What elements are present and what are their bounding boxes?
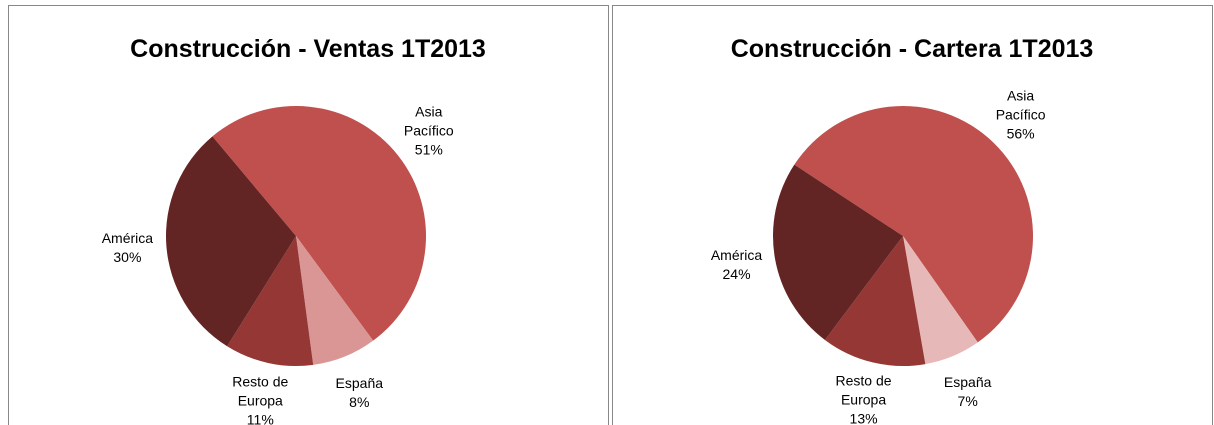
value-label: 56% bbox=[1006, 125, 1035, 142]
value-label: 11% bbox=[246, 411, 274, 425]
category-label: Asia Pacífico bbox=[403, 103, 454, 139]
pie-slice bbox=[772, 164, 903, 340]
category-label: España bbox=[335, 374, 384, 391]
value-label: 24% bbox=[722, 266, 751, 283]
category-label: América bbox=[710, 247, 763, 264]
value-label: 30% bbox=[113, 248, 142, 265]
chart-title: Construcción - Ventas 1T2013 bbox=[130, 35, 486, 63]
data-label: Asia Pacífico 51% bbox=[389, 103, 469, 160]
value-label: 8% bbox=[349, 393, 370, 410]
pie-slice bbox=[212, 105, 427, 341]
data-label: España 7% bbox=[928, 373, 1008, 411]
data-label: Resto de Europa 11% bbox=[220, 373, 300, 425]
chart-title: Construcción - Cartera 1T2013 bbox=[731, 35, 1094, 63]
category-label: Resto de Europa bbox=[835, 372, 892, 408]
data-label: América 30% bbox=[87, 229, 167, 267]
pie-slice bbox=[227, 236, 314, 367]
pie-slice bbox=[824, 236, 926, 366]
pie-slice bbox=[903, 236, 978, 365]
pie-slice bbox=[296, 236, 374, 365]
category-label: Resto de Europa bbox=[232, 373, 289, 409]
data-label: Asia Pacífico 56% bbox=[981, 86, 1061, 143]
category-label: Asia Pacífico bbox=[995, 87, 1046, 123]
value-label: 51% bbox=[414, 141, 443, 158]
pie-slice bbox=[165, 136, 296, 347]
data-label: España 8% bbox=[319, 374, 399, 412]
value-label: 7% bbox=[957, 393, 978, 410]
value-label: 13% bbox=[849, 410, 878, 425]
pie-slice bbox=[794, 106, 1033, 343]
category-label: España bbox=[943, 374, 992, 391]
data-label: América 24% bbox=[697, 246, 777, 284]
data-label: Resto de Europa 13% bbox=[824, 372, 904, 425]
panel bbox=[612, 5, 1213, 425]
category-label: América bbox=[101, 229, 154, 246]
panel bbox=[8, 5, 609, 425]
